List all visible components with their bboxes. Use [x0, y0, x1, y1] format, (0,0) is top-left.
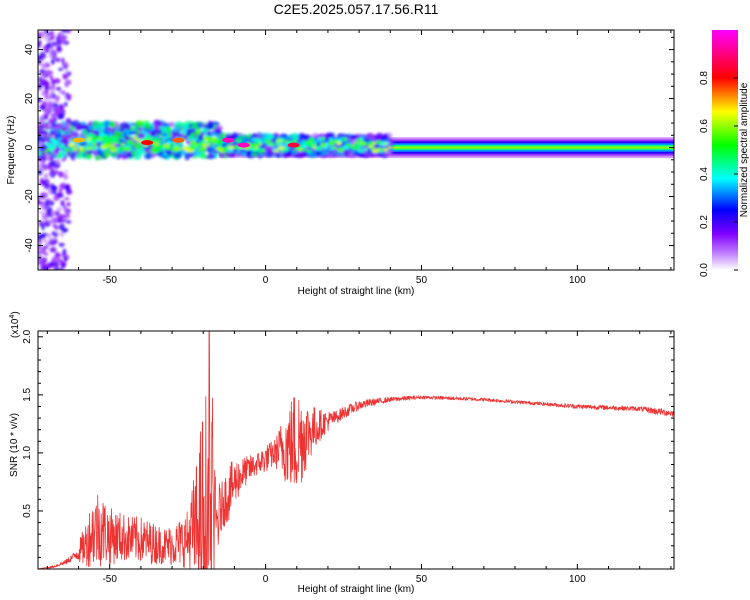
snr-y-multiplier: (x104): [9, 311, 21, 338]
snr-y-axis: 0.5 1.0 1.5 2.0: [22, 329, 674, 558]
snr-series-line: [38, 331, 674, 569]
heatmap-y-label: Frequency (Hz): [6, 116, 17, 185]
snr-y-label: SNR (10 * v/v): [9, 413, 20, 477]
snr-multiplier-exponent: 4: [9, 315, 16, 319]
snr-x-tick-label-1: 0: [263, 574, 269, 585]
snr-multiplier-suffix: ): [10, 311, 21, 314]
colorbar-gradient: [712, 30, 738, 270]
heatmap-x-label: Height of straight line (km): [298, 286, 415, 297]
heatmap-x-tick-label-0: -50: [102, 275, 117, 286]
colorbar-tick-label-3: 0.6: [699, 119, 710, 133]
colorbar-tick-label-1: 0.2: [699, 215, 710, 229]
colorbar-tick-label-2: 0.4: [699, 167, 710, 181]
heatmap-frame: [37, 29, 675, 271]
snr-x-label: Height of straight line (km): [298, 584, 415, 595]
colorbar-tick-label-4: 0.8: [699, 71, 710, 85]
heatmap-hotspot-3: [141, 140, 154, 146]
snr-x-tick-label-2: 50: [416, 574, 428, 585]
heatmap-x-tick-label-2: 50: [416, 275, 428, 286]
snr-multiplier-prefix: (x10: [10, 318, 21, 338]
figure-title: C2E5.2025.057.17.56.R11: [274, 1, 439, 17]
svg-text:(x104): (x104): [9, 311, 21, 338]
colorbar-label: Normalized spectral amplitude: [739, 82, 750, 217]
snr-x-axis: -50 0 50 100: [46, 331, 672, 585]
snr-y-tick-label-0: 0.5: [22, 504, 33, 518]
heatmap-y-tick-label-1: -20: [24, 189, 35, 204]
snr-x-tick-label-0: -50: [102, 574, 117, 585]
heatmap-panel: -50 0 50 100 -40 -20 0 20 40 Height of straight…: [6, 29, 675, 297]
heatmap-y-tick-label-0: -40: [24, 238, 35, 253]
snr-y-tick-label-3: 2.0: [22, 329, 33, 343]
heatmap-hotspot-2: [287, 142, 300, 148]
snr-x-tick-label-3: 100: [569, 574, 586, 585]
colorbar-ticks: 0.0 0.2 0.4 0.6 0.8: [699, 71, 738, 277]
heatmap-band-5: [218, 146, 674, 149]
heatmap-y-tick-label-3: 20: [24, 93, 35, 105]
heatmap-y-tick-label-2: 0: [24, 144, 35, 150]
snr-y-tick-label-1: 1.0: [22, 446, 33, 460]
heatmap-y-tick-label-4: 40: [24, 44, 35, 56]
heatmap-y-axis: -40 -20 0 20 40: [24, 36, 674, 271]
heatmap-hotspot-4: [172, 137, 185, 143]
snr-frame: [37, 330, 675, 570]
snr-panel: -50 0 50 100 0.5 1.0 1.5 2.0 Height of straigh…: [9, 311, 675, 595]
heatmap-x-tick-label-1: 0: [263, 275, 269, 286]
heatmap-noise-blobs: [38, 30, 394, 270]
heatmap-image: [38, 30, 674, 270]
heatmap-hotspot-0: [222, 137, 235, 143]
heatmap-x-axis: -50 0 50 100: [46, 30, 672, 286]
colorbar-tick-label-0: 0.0: [699, 263, 710, 277]
colorbar: 0.0 0.2 0.4 0.6 0.8 Normalized spectral ampl…: [699, 30, 750, 277]
heatmap-hotspot-5: [72, 137, 85, 143]
heatmap-x-tick-label-3: 100: [569, 275, 586, 286]
heatmap-hotspot-1: [237, 142, 250, 148]
snr-y-tick-label-2: 1.5: [22, 387, 33, 401]
